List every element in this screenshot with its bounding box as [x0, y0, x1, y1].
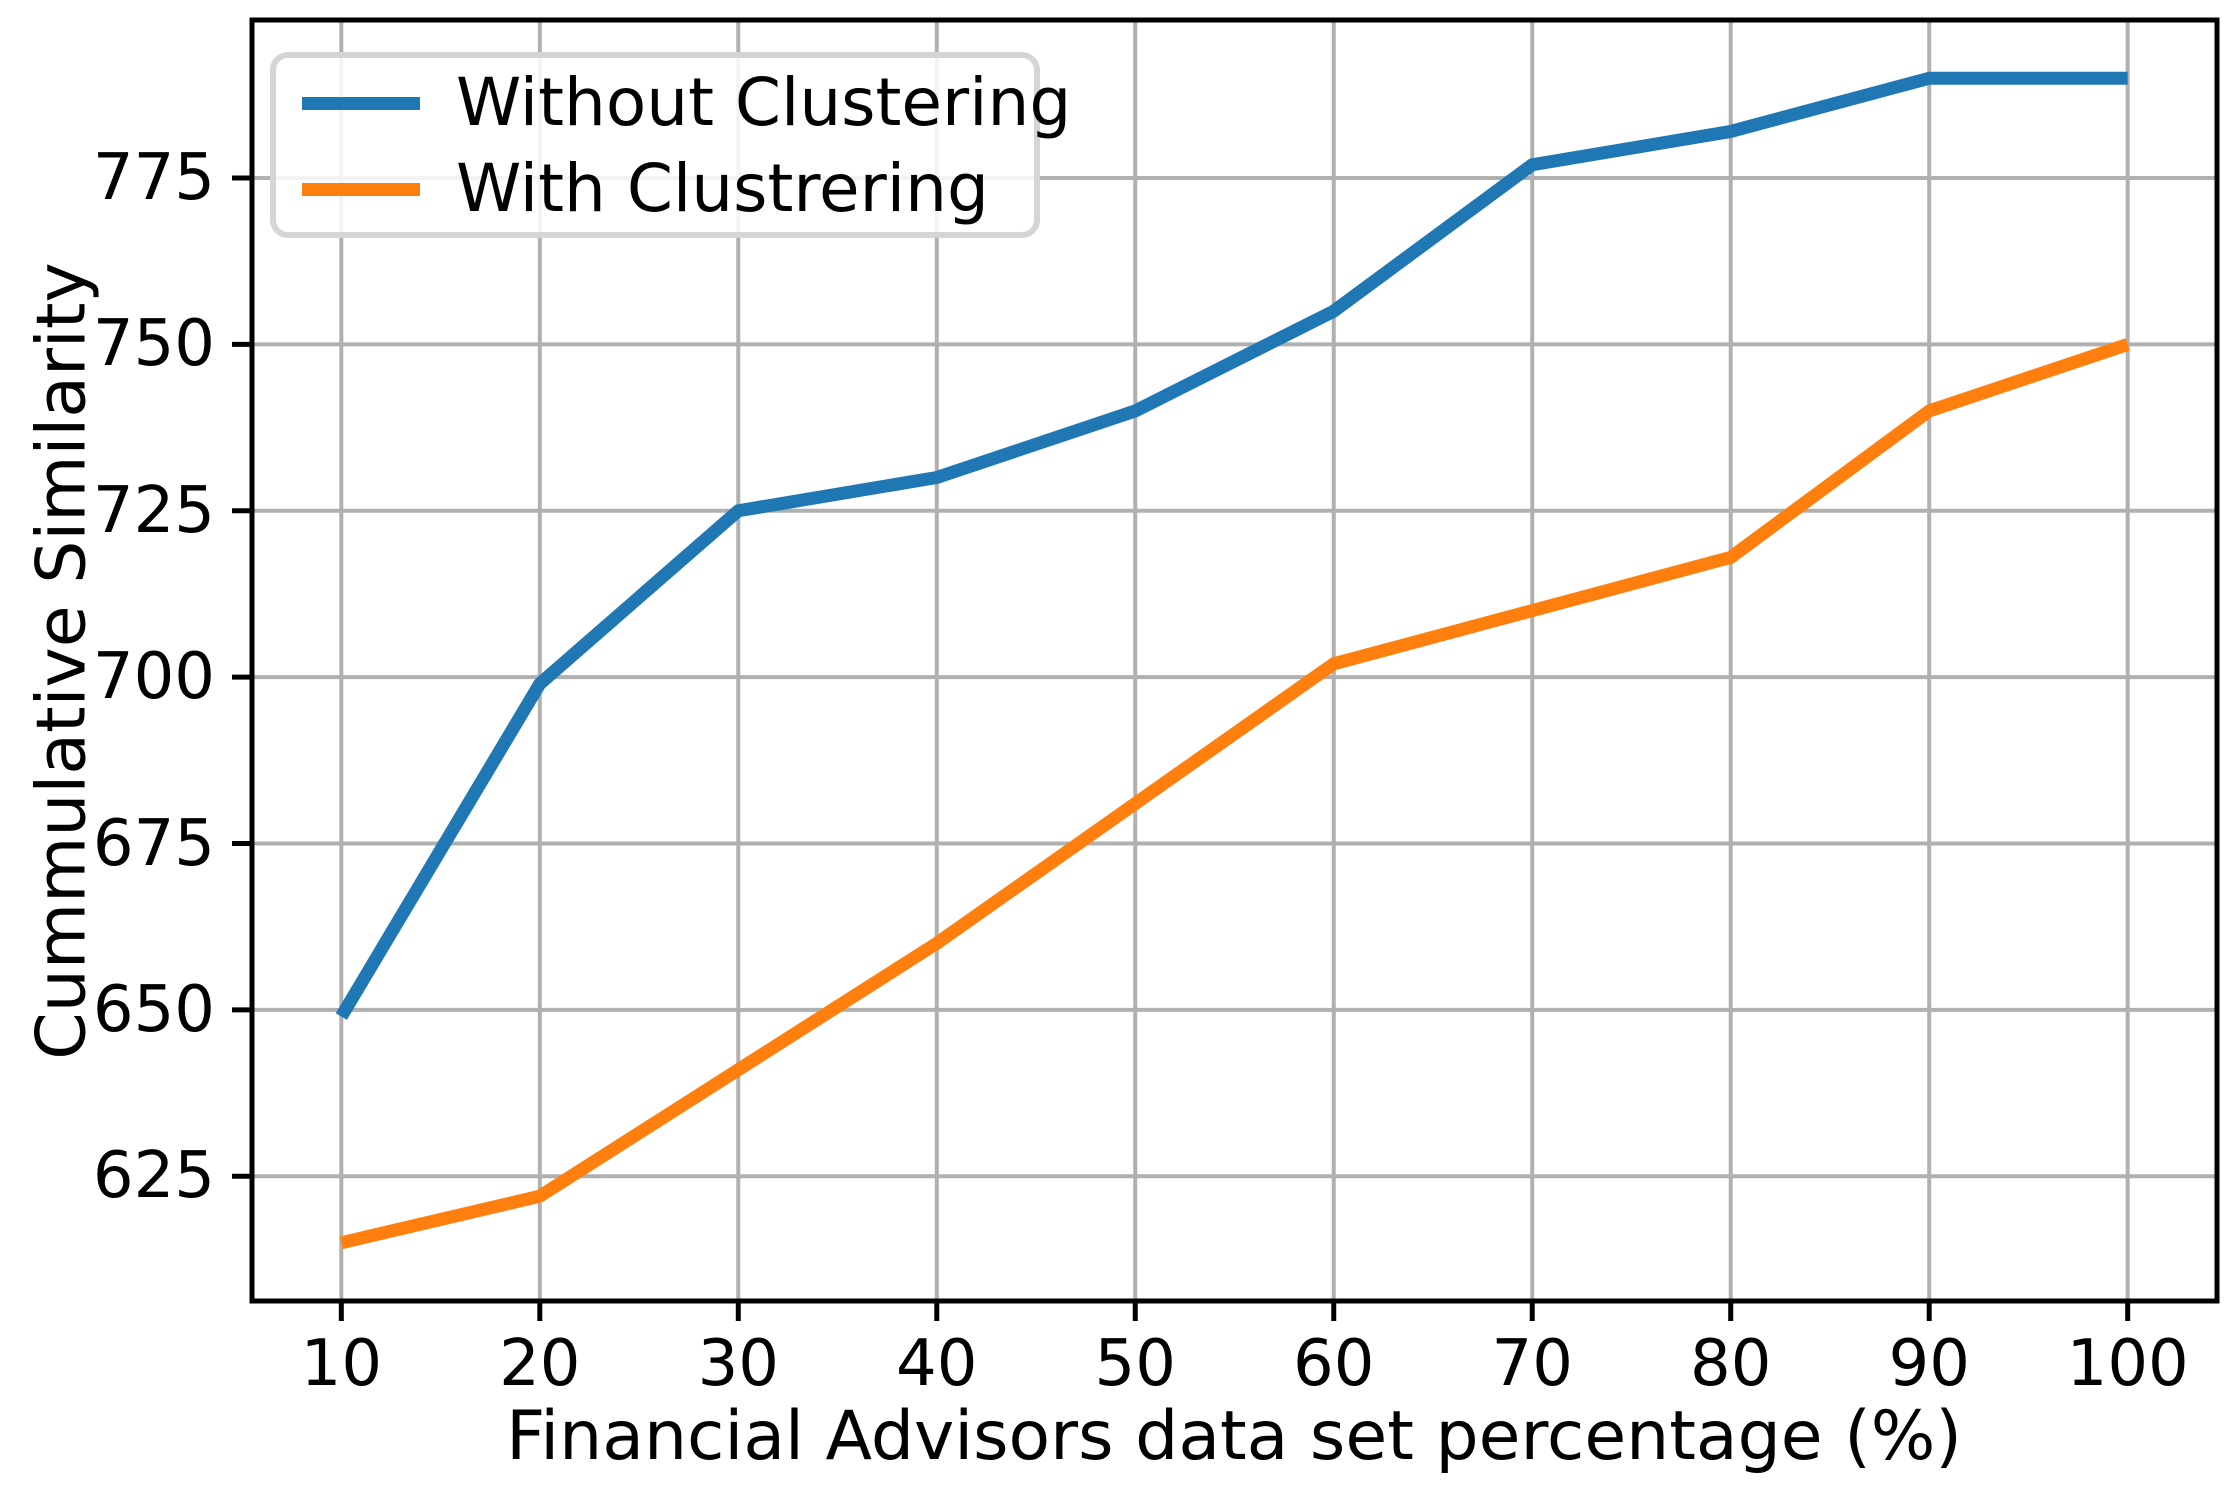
x-tick-label: 80: [1689, 1327, 1772, 1401]
y-tick-label: 750: [92, 307, 215, 382]
x-tick-label: 70: [1491, 1327, 1573, 1401]
y-tick-label: 725: [92, 473, 215, 548]
x-tick-label: 30: [697, 1327, 779, 1401]
x-tick-label: 60: [1293, 1327, 1375, 1401]
y-tick-label: 625: [92, 1139, 215, 1214]
y-axis-title: Cummulative Similarity: [23, 261, 103, 1060]
legend-line-swatch-blue: [302, 96, 420, 110]
series-line-1: [339, 338, 2130, 1250]
y-tick-label: 650: [92, 972, 215, 1047]
series-line-0: [335, 71, 2128, 1020]
legend-label-with-clustrering: With Clustrering: [456, 150, 989, 227]
legend-item-without-clustering: Without Clustering: [276, 60, 1071, 146]
x-tick-label: 50: [1094, 1327, 1176, 1401]
y-tick-label: 675: [92, 806, 215, 881]
y-tick-label: 700: [92, 640, 215, 715]
x-tick-label: 10: [300, 1327, 383, 1401]
x-tick-label: 20: [499, 1327, 581, 1401]
plot-border: [249, 17, 2220, 1304]
legend: Without Clustering With Clustrering: [270, 52, 1071, 238]
x-tick-label: 90: [1888, 1327, 1970, 1401]
y-tick-label: 775: [92, 141, 215, 216]
legend-item-with-clustrering: With Clustrering: [276, 146, 1034, 232]
legend-label-without-clustering: Without Clustering: [456, 64, 1072, 141]
y-axis-title-container: Cummulative Similarity: [8, 20, 118, 1301]
x-axis-title: Financial Advisors data set percentage (…: [506, 1397, 1962, 1476]
legend-line-swatch-orange: [302, 182, 420, 196]
x-tick-label: 100: [2066, 1327, 2189, 1401]
x-tick-label: 40: [896, 1327, 978, 1401]
